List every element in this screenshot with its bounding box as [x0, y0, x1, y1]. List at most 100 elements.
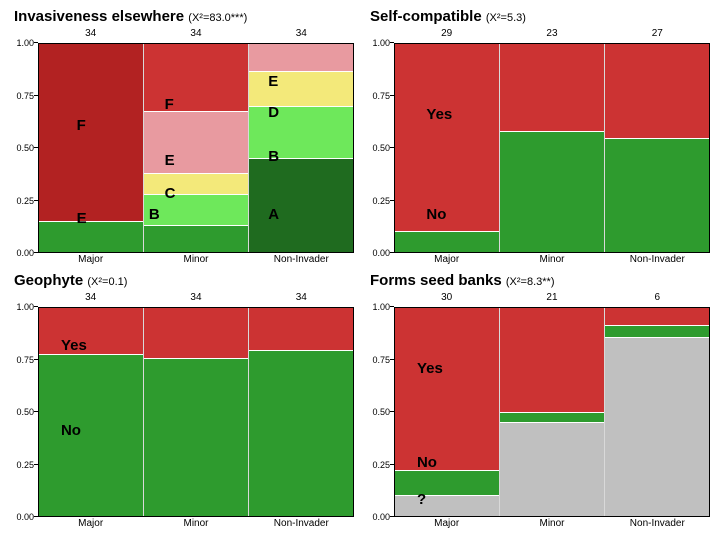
x-tick-label: Non-Invader [605, 254, 710, 265]
mosaic-column [500, 308, 605, 516]
y-tick-label: 0.50 [16, 143, 34, 153]
mosaic-segment [39, 221, 143, 252]
column-count: 29 [394, 28, 499, 39]
mosaic-segment [144, 225, 248, 252]
x-tick-label: Non-Invader [249, 254, 354, 265]
y-tick-label: 0.50 [372, 143, 390, 153]
axis-frame: YesNo [394, 43, 710, 253]
chart-grid: Invasiveness elsewhere (X²=83.0***) 0.00 0… [8, 8, 712, 532]
column-counts: 343434 [38, 292, 354, 306]
y-tick-label: 0.50 [372, 407, 390, 417]
mosaic-column [249, 44, 353, 252]
mosaic-segment [144, 358, 248, 516]
x-tick-label: Major [394, 518, 499, 529]
mosaic-column [144, 44, 249, 252]
column-count: 30 [394, 292, 499, 303]
mosaic-panel: Geophyte (X²=0.1)0.000.250.500.751.00343… [8, 272, 356, 532]
plot-area: 0.000.250.500.751.00343434YesNoMajorMino… [8, 292, 356, 532]
column-counts: 30216 [394, 292, 710, 306]
column-count: 23 [499, 28, 604, 39]
mosaic-column [144, 308, 249, 516]
mosaic-segment [249, 158, 353, 252]
y-tick-label: 0.75 [16, 355, 34, 365]
mosaic-panel: Invasiveness elsewhere (X²=83.0***) 0.00 0… [8, 8, 356, 268]
axis-frame: YesNo? [394, 307, 710, 517]
y-axis: 0.000.250.500.751.00 [8, 307, 38, 517]
mosaic-segment [249, 350, 353, 516]
x-tick-label: Major [38, 518, 143, 529]
x-tick-label: Minor [499, 254, 604, 265]
x-tick-label: Minor [143, 254, 248, 265]
y-tick-label: 0.75 [16, 91, 34, 101]
panel-title: Geophyte (X²=0.1) [8, 272, 356, 289]
mosaic-segment [605, 138, 709, 252]
column-count: 6 [605, 292, 710, 303]
y-axis: 0.000.250.500.751.00 [364, 43, 394, 253]
column-count: 27 [605, 28, 710, 39]
column-count: 34 [249, 292, 354, 303]
x-tick-label: Non-Invader [605, 518, 710, 529]
mosaic-column [39, 308, 144, 516]
mosaic-segment [249, 71, 353, 106]
mosaic-segment [500, 308, 604, 412]
mosaic-segment [39, 44, 143, 221]
mosaic-segment [605, 337, 709, 516]
mosaic-segment [395, 495, 499, 516]
y-tick-label: 0.50 [16, 407, 34, 417]
y-tick-label: 0.00 [372, 512, 390, 522]
mosaic-column [395, 44, 500, 252]
y-tick-label: 0.25 [372, 460, 390, 470]
x-tick-label: Minor [499, 518, 604, 529]
y-axis: 0.000.250.500.751.00 [8, 43, 38, 253]
mosaic-panel: Self-compatible (X²=5.3)0.000.250.500.75… [364, 8, 712, 268]
mosaic-segment [605, 325, 709, 337]
y-tick-label: 0.00 [16, 512, 34, 522]
mosaic-segment [39, 354, 143, 516]
y-tick-label: 1.00 [16, 38, 34, 48]
x-tick-label: Minor [143, 518, 248, 529]
x-tick-label: Major [38, 254, 143, 265]
column-count: 34 [249, 28, 354, 39]
column-counts: 343434 [38, 28, 354, 42]
mosaic-segment [500, 44, 604, 131]
x-tick-label: Major [394, 254, 499, 265]
mosaic-segment [144, 194, 248, 225]
column-count: 34 [38, 292, 143, 303]
mosaic-column [39, 44, 144, 252]
panel-title: Forms seed banks (X²=8.3**) [364, 272, 712, 289]
mosaic-segment [500, 131, 604, 252]
mosaic-column [605, 308, 709, 516]
mosaic-column [395, 308, 500, 516]
y-tick-label: 1.00 [16, 302, 34, 312]
mosaic-segment [144, 44, 248, 111]
y-tick-label: 0.75 [372, 91, 390, 101]
mosaic-segment [395, 470, 499, 495]
mosaic-column [605, 44, 709, 252]
mosaic-segment [395, 44, 499, 231]
y-tick-label: 0.25 [16, 460, 34, 470]
mosaic-segment [605, 44, 709, 138]
mosaic-column [500, 44, 605, 252]
mosaic-segment [395, 231, 499, 252]
mosaic-segment [249, 308, 353, 350]
mosaic-column [249, 308, 353, 516]
y-tick-label: 0.00 [372, 248, 390, 258]
plot-area: 0.000.250.500.751.00343434FEFECBEDBAMajo… [8, 28, 356, 268]
mosaic-segment [605, 308, 709, 325]
mosaic-segment [500, 412, 604, 422]
y-tick-label: 0.75 [372, 355, 390, 365]
axis-frame: FEFECBEDBA [38, 43, 354, 253]
mosaic-segment [249, 106, 353, 158]
mosaic-segment [395, 308, 499, 470]
plot-area: 0.000.250.500.751.00292327YesNoMajorMino… [364, 28, 712, 268]
mosaic-segment [39, 308, 143, 354]
mosaic-segment [144, 173, 248, 194]
column-count: 34 [38, 28, 143, 39]
y-tick-label: 0.00 [16, 248, 34, 258]
column-count: 34 [143, 292, 248, 303]
mosaic-segment [500, 422, 604, 516]
panel-title: Invasiveness elsewhere (X²=83.0***) [8, 8, 356, 25]
y-tick-label: 1.00 [372, 38, 390, 48]
x-axis: MajorMinorNon-Invader [38, 518, 354, 532]
y-tick-label: 0.25 [16, 196, 34, 206]
